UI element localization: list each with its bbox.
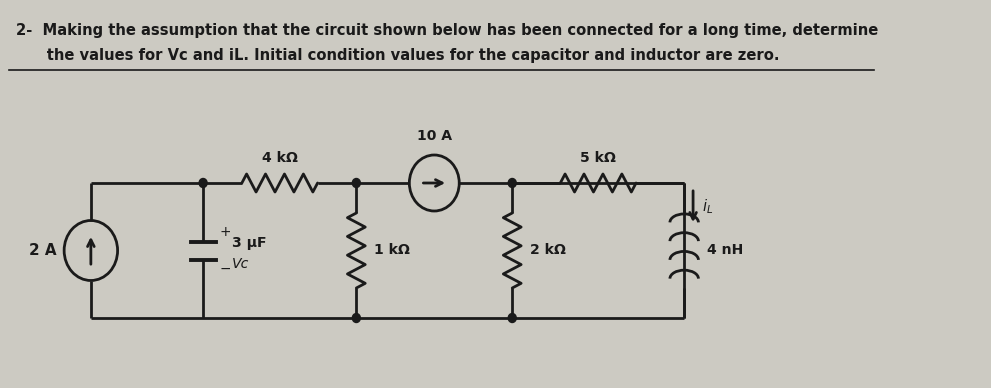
Circle shape	[508, 314, 516, 322]
Text: 4 nH: 4 nH	[708, 244, 743, 258]
Text: 1 kΩ: 1 kΩ	[375, 244, 410, 258]
Text: $i_L$: $i_L$	[702, 197, 714, 216]
Text: 10 A: 10 A	[417, 129, 452, 143]
Text: 2 kΩ: 2 kΩ	[530, 244, 566, 258]
Text: 3 μF: 3 μF	[232, 236, 267, 249]
Text: the values for Vc and iL. Initial condition values for the capacitor and inducto: the values for Vc and iL. Initial condit…	[16, 48, 780, 63]
Circle shape	[508, 178, 516, 187]
Circle shape	[199, 178, 207, 187]
Text: 4 kΩ: 4 kΩ	[262, 151, 297, 165]
Circle shape	[353, 178, 361, 187]
Circle shape	[353, 314, 361, 322]
Text: 2-  Making the assumption that the circuit shown below has been connected for a : 2- Making the assumption that the circui…	[16, 23, 878, 38]
Text: +: +	[219, 225, 231, 239]
Text: −: −	[219, 262, 231, 275]
Text: 5 kΩ: 5 kΩ	[581, 151, 616, 165]
Text: Vc: Vc	[232, 258, 249, 272]
Text: 2 A: 2 A	[30, 243, 57, 258]
